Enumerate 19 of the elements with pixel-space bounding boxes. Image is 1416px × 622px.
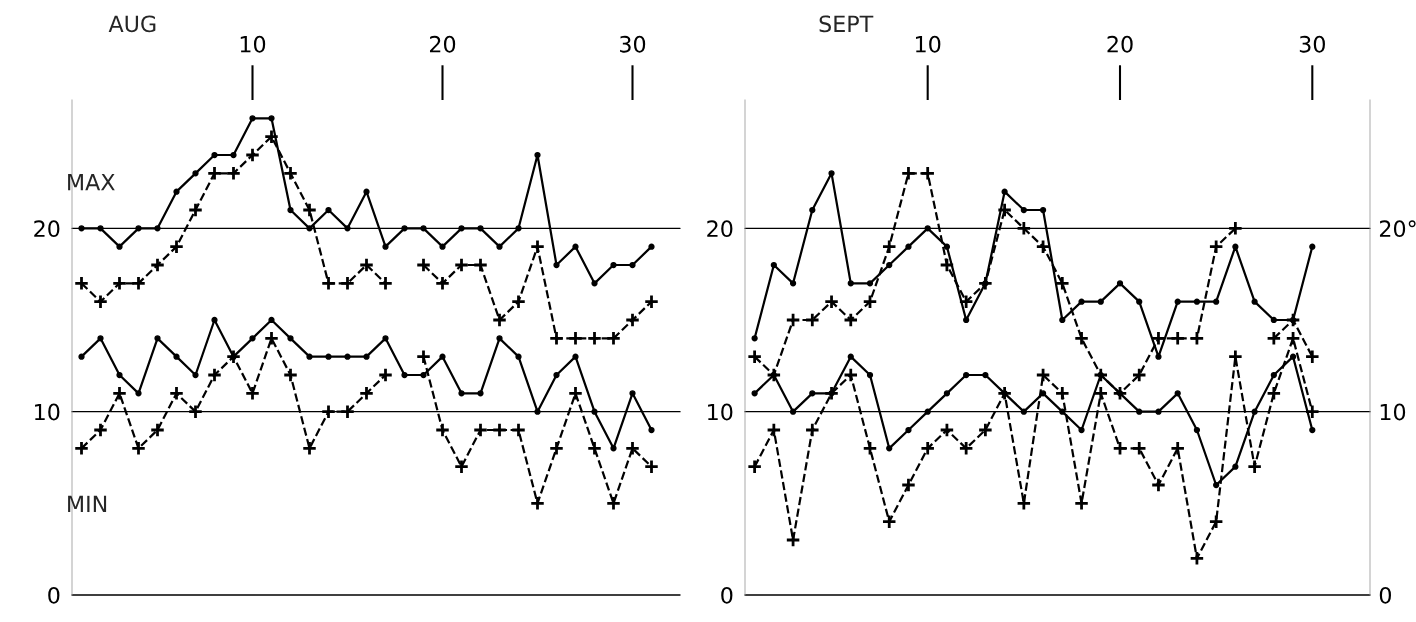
y-tick-label: 0 [721,586,733,604]
y2-tick-label: 10 [1380,403,1406,421]
y2-tick-label: 20° [1379,220,1416,238]
annotation: MAX [68,174,115,191]
x-tick-label: 30 [1299,35,1325,53]
annotation: MIN [68,495,107,513]
x-axis-title: SEPT [819,15,874,33]
x-tick-label: 30 [620,35,646,53]
y-tick-label: 0 [48,586,60,604]
y-tick-label: 10 [708,403,733,421]
y-tick-label: 20 [707,220,733,238]
x-tick-label: 10 [240,35,266,53]
y-tick-label: 10 [35,403,60,421]
x-axis-title: AUG [108,15,156,33]
x-tick-label: 20 [429,35,456,53]
x-tick-label: 10 [915,35,941,53]
y2-tick-label: 0 [1379,586,1391,604]
y-tick-label: 20 [34,220,60,238]
x-tick-label: 20 [1107,35,1133,53]
